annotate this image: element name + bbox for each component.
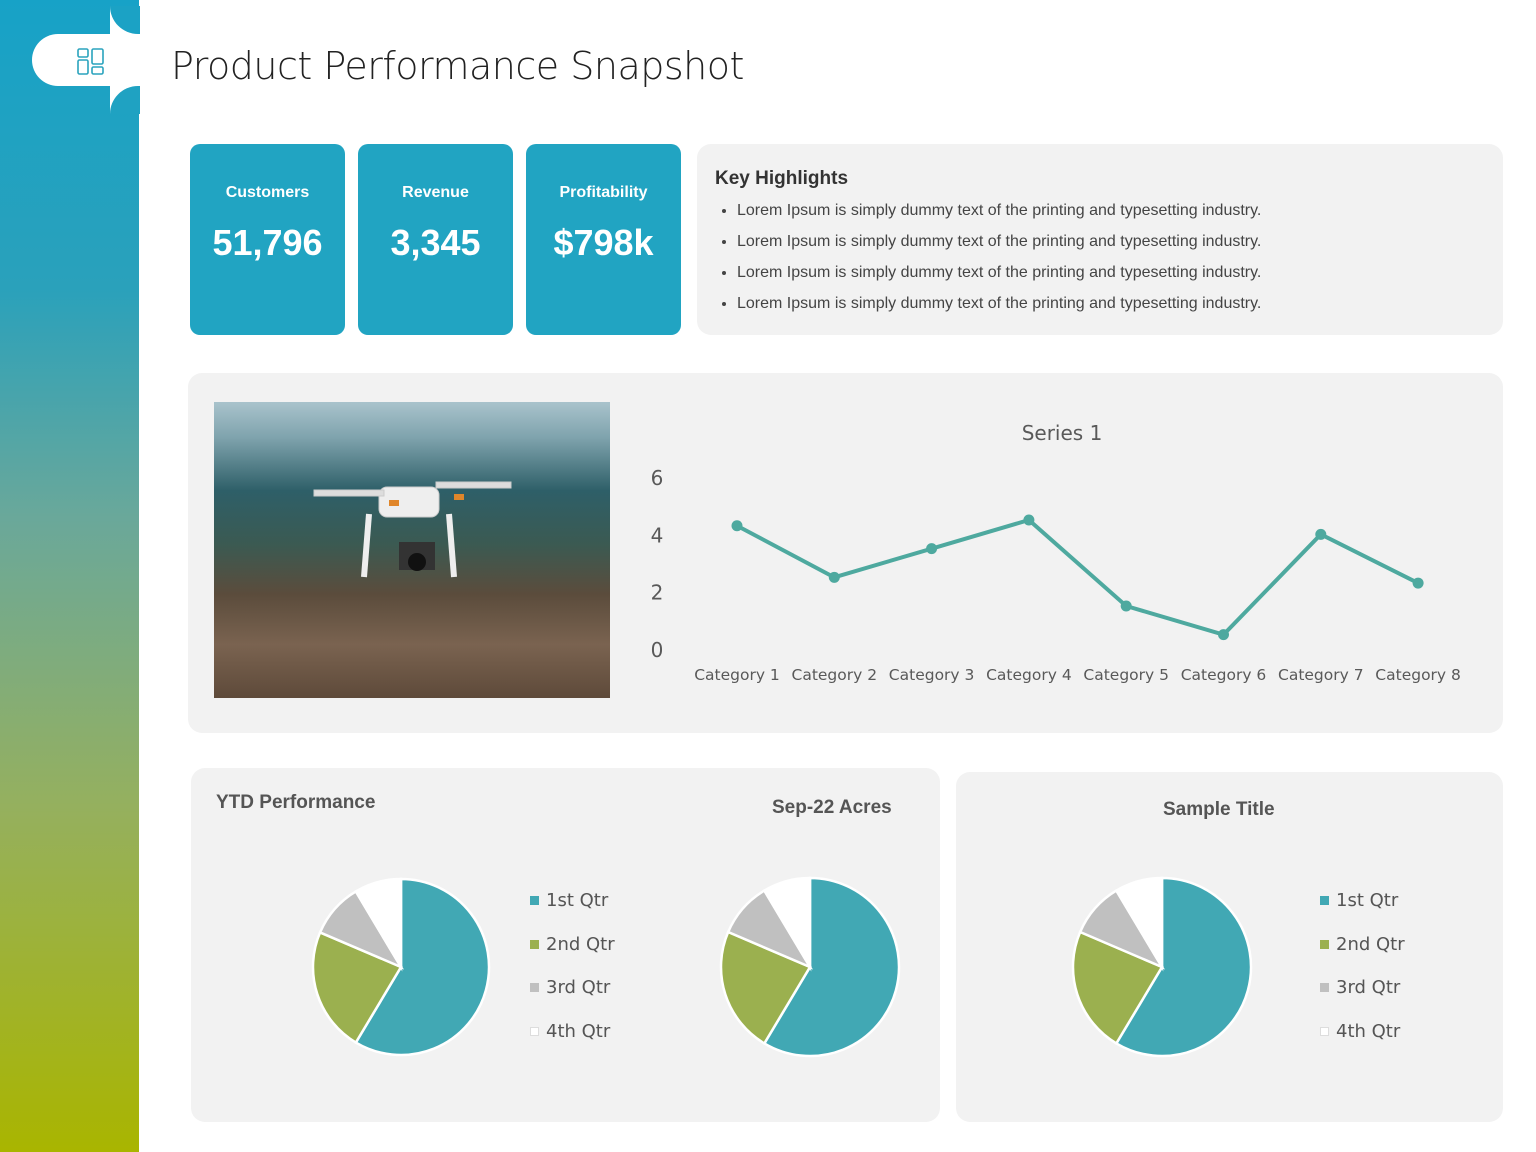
kpi-profitability: Profitability $798k [526, 144, 681, 335]
x-tick-label: Category 6 [1181, 666, 1267, 684]
tab-notch [110, 86, 140, 114]
pie-slice [1114, 876, 1253, 1058]
x-tick-label: Category 2 [792, 666, 878, 684]
legend-item: 1st Qtr [530, 890, 608, 911]
data-point [926, 543, 938, 555]
kpi-label: Profitability [559, 184, 648, 201]
legend-label: 3rd Qtr [1336, 977, 1401, 999]
data-point [828, 571, 840, 583]
legend-label: 2nd Qtr [546, 933, 615, 955]
legend-item: 4th Qtr [530, 1021, 610, 1042]
data-point [1412, 577, 1424, 589]
drone-photo [214, 402, 610, 698]
x-tick-label: Category 4 [986, 666, 1072, 684]
ytd-title: YTD Performance [216, 792, 376, 813]
pie-slice [762, 876, 812, 972]
legend-label: 1st Qtr [546, 890, 609, 911]
legend-swatch [530, 1027, 539, 1037]
x-tick-label: Category 8 [1375, 666, 1461, 684]
kpi-value: 3,345 [390, 222, 481, 263]
pie-slice [354, 877, 491, 1057]
series-line [736, 517, 1419, 637]
legend-swatch [1320, 983, 1329, 993]
pie-slice [1071, 930, 1164, 1046]
legend-label: 4th Qtr [546, 1021, 611, 1043]
highlight-item: Lorem Ipsum is simply dummy text of the … [737, 232, 1261, 263]
page-title: Product Performance Snapshot [171, 44, 744, 88]
highlight-item: Lorem Ipsum is simply dummy text of the … [737, 201, 1261, 232]
legend-item: 3rd Qtr [1320, 977, 1400, 998]
kpi-label: Revenue [402, 184, 469, 201]
chart-title: Series 1 [1022, 421, 1103, 445]
legend-item: 3rd Qtr [530, 977, 610, 998]
y-tick-label: 2 [651, 581, 664, 605]
data-point [1023, 514, 1035, 526]
data-point [1120, 600, 1132, 612]
legend-label: 4th Qtr [1336, 1021, 1401, 1043]
data-point [1315, 528, 1327, 540]
data-point [1218, 629, 1229, 641]
y-tick-label: 4 [651, 523, 664, 547]
pie-slice [311, 930, 403, 1045]
highlight-item: Lorem Ipsum is simply dummy text of the … [737, 263, 1261, 294]
sample-title: Sample Title [1163, 799, 1275, 820]
icon-tab [32, 34, 152, 86]
x-tick-label: Category 1 [694, 666, 780, 684]
legend-swatch [1320, 1027, 1329, 1037]
legend-item: 2nd Qtr [530, 934, 615, 955]
tab-notch [110, 6, 140, 34]
key-highlights-panel: Key Highlights Lorem Ipsum is simply dum… [697, 144, 1503, 335]
highlights-list: Lorem Ipsum is simply dummy text of the … [737, 201, 1261, 325]
legend-label: 1st Qtr [1336, 890, 1399, 911]
data-point [731, 520, 743, 532]
highlights-title: Key Highlights [715, 168, 849, 189]
pie-slice [762, 876, 901, 1058]
kpi-revenue: Revenue 3,345 [358, 144, 513, 335]
y-tick-label: 0 [651, 638, 664, 662]
x-tick-label: Category 5 [1083, 666, 1169, 684]
legend-label: 2nd Qtr [1336, 933, 1405, 955]
highlight-item: Lorem Ipsum is simply dummy text of the … [737, 294, 1261, 325]
x-tick-label: Category 7 [1278, 666, 1364, 684]
legend-label: 3rd Qtr [546, 977, 611, 999]
x-tick-label: Category 3 [889, 666, 975, 684]
y-tick-label: 6 [651, 466, 664, 490]
legend-swatch [530, 896, 539, 905]
kpi-label: Customers [225, 184, 310, 201]
legend-item: 1st Qtr [1320, 890, 1398, 911]
legend-swatch [1320, 896, 1329, 905]
kpi-value: $798k [553, 222, 654, 263]
legend-swatch [530, 983, 539, 993]
kpi-value: 51,796 [212, 222, 323, 263]
pie2-title: Sep-22 Acres [772, 797, 892, 818]
legend-swatch [1320, 939, 1329, 949]
pie-slice [1114, 876, 1164, 972]
sidebar-gradient [0, 0, 139, 1152]
kpi-customers: Customers 51,796 [190, 144, 345, 335]
legend-swatch [530, 939, 539, 949]
line-chart: Series 1 0 2 4 6 Category 1 Category 2 Category… [651, 421, 1461, 684]
dashboard-layout-icon [77, 48, 104, 75]
legend-item: 4th Qtr [1320, 1021, 1400, 1042]
legend-item: 2nd Qtr [1320, 934, 1405, 955]
drone-icon [313, 481, 512, 578]
pie-slice [354, 877, 403, 972]
pie-slice [719, 930, 812, 1046]
